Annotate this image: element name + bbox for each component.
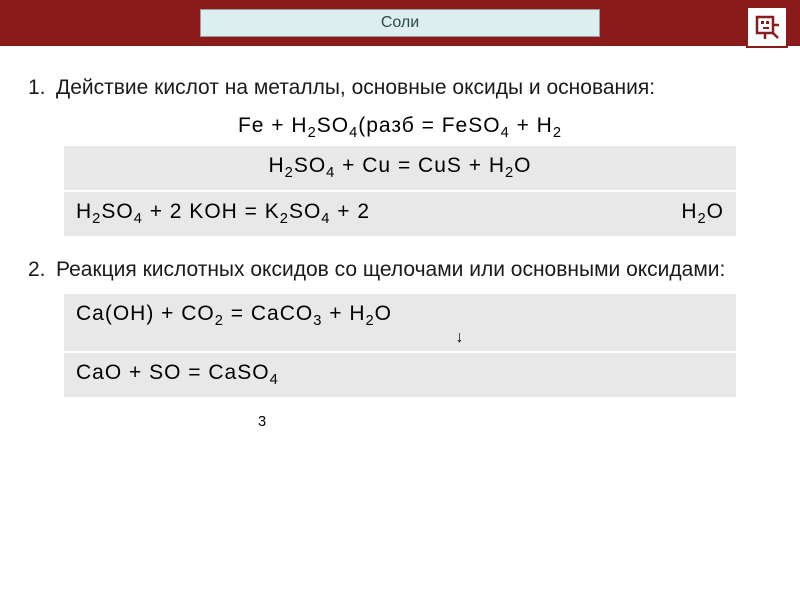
header-bar: Соли (0, 0, 800, 46)
section-body: Действие кислот на металлы, основные окс… (56, 74, 772, 102)
section-2-heading: 2. Реакция кислотных оксидов со щелочами… (28, 256, 772, 284)
section-body: Реакция кислотных оксидов со щелочами ил… (56, 256, 772, 284)
equation-1: Fe + H2SO4(разб = FeSO4 + H2 (28, 112, 772, 143)
section-number: 1. (28, 74, 56, 102)
down-arrow-icon: ↓ (196, 332, 724, 345)
corner-logo-icon (746, 6, 788, 48)
equation-3: H2SO4 + 2 KOH = K2SO4 + 2 H2O (64, 192, 736, 236)
equation-2: H2SO4 + Cu = CuS + H2O (64, 146, 736, 190)
equation-4: Ca(OH) + CO2 = CaCO3 + H2O ↓ (64, 294, 736, 351)
equation-5: CaO + SO = CaSO4 (64, 353, 736, 397)
section-number: 2. (28, 256, 56, 284)
page-title: Соли (200, 9, 600, 37)
content-area: 1. Действие кислот на металлы, основные … (0, 46, 800, 440)
section-1-heading: 1. Действие кислот на металлы, основные … (28, 74, 772, 102)
equation-trailing-sub: 3 (28, 403, 772, 430)
